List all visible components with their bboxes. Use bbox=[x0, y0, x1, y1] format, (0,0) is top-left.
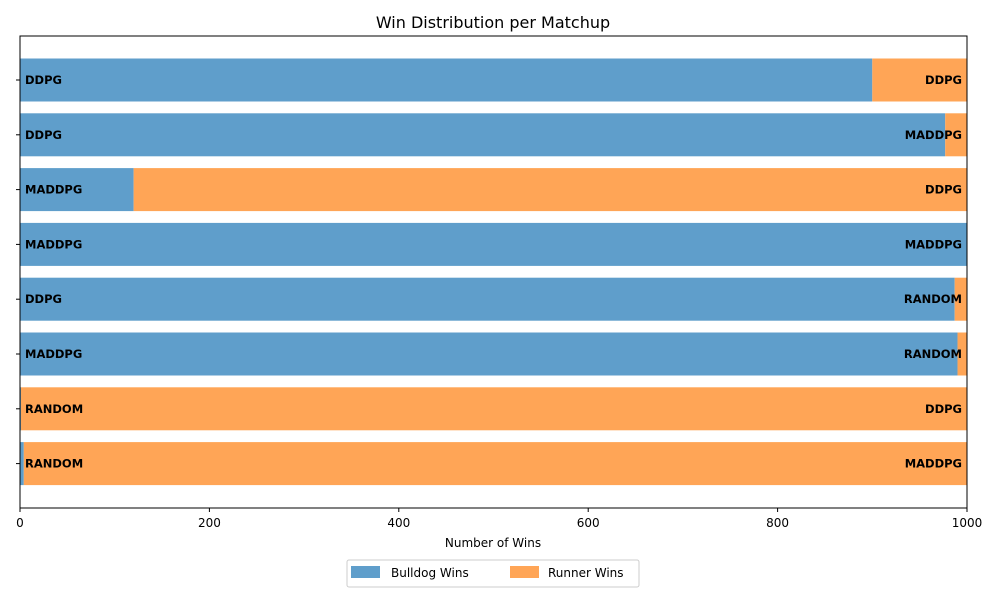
x-tick-label: 600 bbox=[577, 516, 600, 530]
bar-label-runner-agent: DDPG bbox=[925, 183, 962, 197]
x-axis: 0 200 400 600 800 1000 bbox=[16, 508, 982, 530]
legend-swatch-runner bbox=[510, 566, 539, 578]
bar-label-bulldog-agent: MADDPG bbox=[25, 347, 82, 361]
bar-runner bbox=[133, 168, 967, 212]
bar-bulldog bbox=[20, 332, 958, 376]
bar-label-bulldog-agent: RANDOM bbox=[25, 402, 83, 416]
bar-bulldog bbox=[20, 113, 946, 157]
x-tick-label: 0 bbox=[16, 516, 24, 530]
bar-runner bbox=[872, 58, 967, 102]
legend: Bulldog Wins Runner Wins bbox=[346, 559, 640, 588]
bar-label-runner-agent: DDPG bbox=[925, 402, 962, 416]
legend-frame bbox=[346, 559, 640, 588]
legend-label-runner: Runner Wins bbox=[548, 566, 624, 580]
bar-bulldog bbox=[20, 58, 873, 102]
x-tick-label: 800 bbox=[766, 516, 789, 530]
bar-bulldog bbox=[20, 222, 967, 266]
chart-title: Win Distribution per Matchup bbox=[376, 13, 610, 32]
bar-label-bulldog-agent: DDPG bbox=[25, 128, 62, 142]
bar-runner bbox=[23, 442, 967, 486]
bar-label-runner-agent: MADDPG bbox=[905, 457, 962, 471]
bar-label-runner-agent: MADDPG bbox=[905, 128, 962, 142]
bar-label-bulldog-agent: DDPG bbox=[25, 73, 62, 87]
bar-label-bulldog-agent: MADDPG bbox=[25, 237, 82, 251]
bar-runner bbox=[954, 277, 967, 321]
bars-layer bbox=[20, 58, 967, 486]
plot-frame bbox=[19, 35, 968, 509]
bar-label-runner-agent: RANDOM bbox=[904, 347, 962, 361]
bar-label-bulldog-agent: DDPG bbox=[25, 292, 62, 306]
bar-bulldog bbox=[20, 442, 24, 486]
bar-runner bbox=[20, 387, 967, 431]
x-tick-label: 1000 bbox=[952, 516, 983, 530]
y-axis bbox=[16, 79, 20, 465]
x-tick-label: 200 bbox=[198, 516, 221, 530]
bar-label-bulldog-agent: RANDOM bbox=[25, 457, 83, 471]
legend-label-bulldog: Bulldog Wins bbox=[391, 566, 469, 580]
bar-label-bulldog-agent: MADDPG bbox=[25, 183, 82, 197]
bar-bulldog bbox=[20, 168, 134, 212]
x-axis-label: Number of Wins bbox=[445, 536, 541, 550]
bar-label-runner-agent: DDPG bbox=[925, 73, 962, 87]
bar-bulldog bbox=[20, 277, 955, 321]
x-tick-label: 400 bbox=[387, 516, 410, 530]
bar-runner bbox=[945, 113, 967, 157]
bar-label-runner-agent: RANDOM bbox=[904, 292, 962, 306]
bar-runner bbox=[957, 332, 967, 376]
legend-swatch-bulldog bbox=[351, 566, 380, 578]
bar-labels-layer: DDPG DDPG DDPG MADDPG MADDPG DDPG MADDPG MADDPG… bbox=[25, 73, 962, 471]
bar-label-runner-agent: MADDPG bbox=[905, 237, 962, 251]
